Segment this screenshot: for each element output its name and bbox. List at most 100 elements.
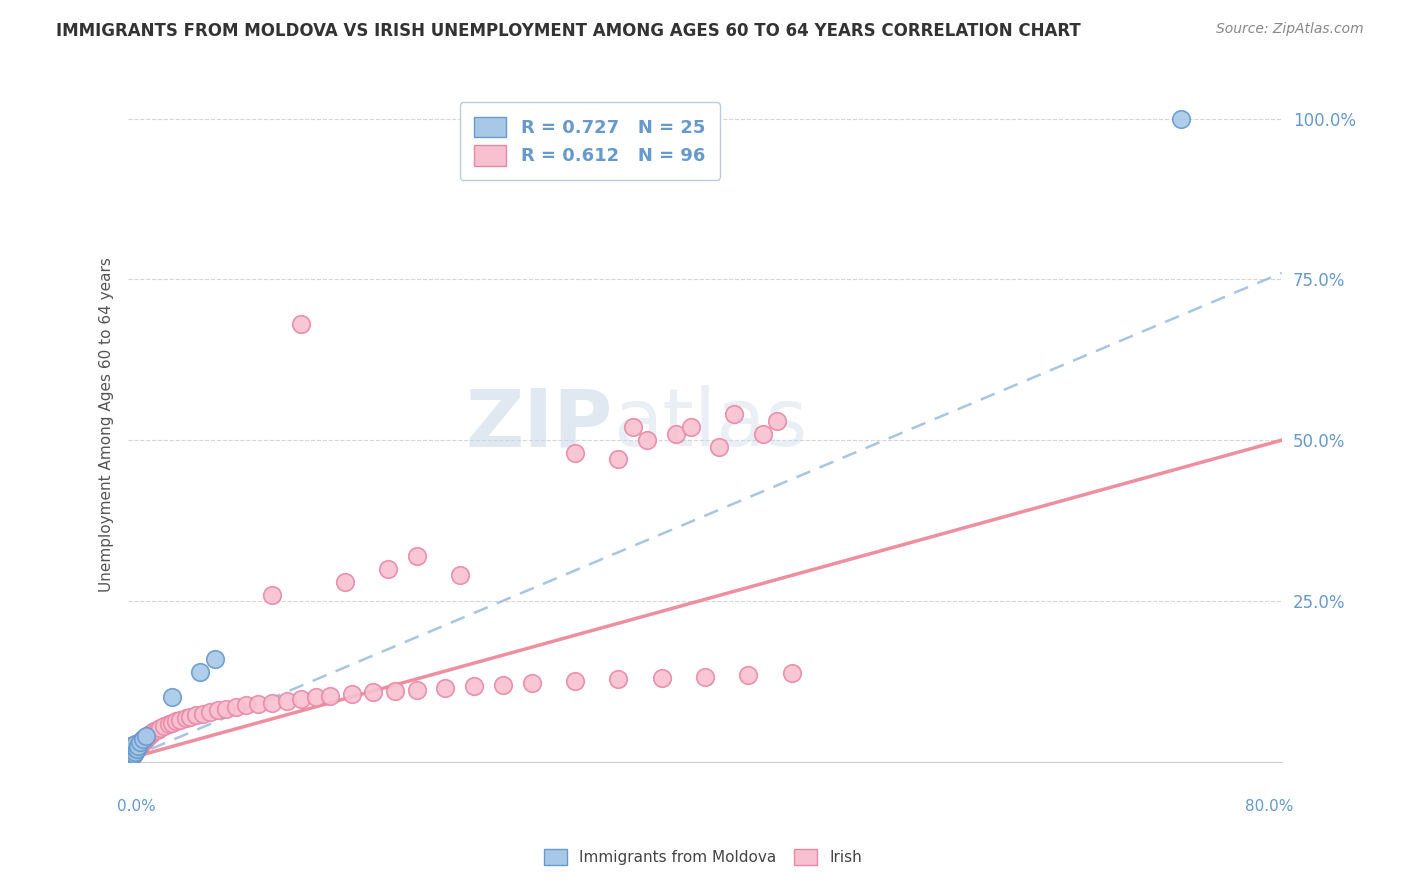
Point <box>118 739 141 753</box>
Point <box>124 743 146 757</box>
Point <box>122 739 145 753</box>
Point <box>160 690 183 705</box>
Point <box>120 743 142 757</box>
Point <box>693 670 716 684</box>
Point <box>118 747 141 761</box>
Point <box>124 739 146 753</box>
Point <box>125 742 148 756</box>
Point <box>737 668 759 682</box>
Point <box>184 707 207 722</box>
Point <box>636 433 658 447</box>
Point <box>118 748 141 763</box>
Point <box>262 588 284 602</box>
Point <box>122 740 145 755</box>
Point <box>766 414 789 428</box>
Y-axis label: Unemployment Among Ages 60 to 64 years: Unemployment Among Ages 60 to 64 years <box>100 257 114 591</box>
Text: ZIP: ZIP <box>465 385 613 463</box>
Point <box>723 408 745 422</box>
Point <box>157 717 180 731</box>
Text: 80.0%: 80.0% <box>1244 799 1294 814</box>
Point <box>679 420 702 434</box>
Point <box>118 749 141 764</box>
Point <box>247 697 270 711</box>
Point <box>120 747 142 761</box>
Point <box>125 742 148 756</box>
Point <box>751 426 773 441</box>
Point <box>340 687 363 701</box>
Point <box>118 742 141 756</box>
Point <box>204 652 226 666</box>
Point <box>135 729 157 743</box>
Point <box>179 710 201 724</box>
Point <box>405 549 427 563</box>
Point <box>141 726 163 740</box>
Point <box>146 723 169 737</box>
Text: atlas: atlas <box>613 385 807 463</box>
Point <box>492 677 515 691</box>
Point <box>665 426 688 441</box>
Point <box>319 689 342 703</box>
Point <box>276 694 298 708</box>
Point <box>305 690 328 705</box>
Point <box>780 665 803 680</box>
Point <box>377 562 399 576</box>
Point <box>564 446 586 460</box>
Point <box>127 739 149 753</box>
Point <box>215 702 238 716</box>
Point <box>120 749 142 764</box>
Point <box>1170 112 1192 126</box>
Point <box>118 745 141 759</box>
Point <box>520 676 543 690</box>
Point <box>138 729 160 743</box>
Point <box>121 748 143 763</box>
Point <box>121 747 143 761</box>
Point <box>128 735 150 749</box>
Point <box>118 751 141 765</box>
Point <box>449 568 471 582</box>
Point <box>131 732 153 747</box>
Point <box>153 719 176 733</box>
Point <box>135 732 157 747</box>
Point <box>143 723 166 738</box>
Point <box>128 739 150 753</box>
Point <box>120 739 142 753</box>
Point <box>121 742 143 756</box>
Point <box>200 705 222 719</box>
Point <box>128 735 150 749</box>
Point <box>262 696 284 710</box>
Point <box>121 742 143 756</box>
Point <box>124 745 146 759</box>
Point <box>129 737 152 751</box>
Point <box>607 673 630 687</box>
Text: IMMIGRANTS FROM MOLDOVA VS IRISH UNEMPLOYMENT AMONG AGES 60 TO 64 YEARS CORRELAT: IMMIGRANTS FROM MOLDOVA VS IRISH UNEMPLO… <box>56 22 1081 40</box>
Point <box>127 737 149 751</box>
Point <box>165 714 187 729</box>
Point <box>434 681 457 695</box>
Point <box>709 440 731 454</box>
Point <box>121 743 143 757</box>
Point <box>225 700 247 714</box>
Point <box>118 740 141 755</box>
Point <box>122 743 145 757</box>
Point <box>384 684 406 698</box>
Point <box>120 740 142 755</box>
Point <box>120 747 142 761</box>
Point <box>463 679 485 693</box>
Point <box>160 716 183 731</box>
Point <box>333 574 356 589</box>
Point <box>120 740 142 755</box>
Point <box>651 671 673 685</box>
Point <box>124 737 146 751</box>
Point <box>120 748 142 763</box>
Point <box>174 711 197 725</box>
Point <box>120 743 142 757</box>
Point <box>122 747 145 761</box>
Legend: R = 0.727   N = 25, R = 0.612   N = 96: R = 0.727 N = 25, R = 0.612 N = 96 <box>460 103 720 180</box>
Legend: Immigrants from Moldova, Irish: Immigrants from Moldova, Irish <box>537 843 869 871</box>
Point <box>118 745 141 759</box>
Point <box>149 722 172 736</box>
Point <box>122 745 145 759</box>
Point <box>121 745 143 759</box>
Point <box>235 698 257 713</box>
Point <box>169 713 191 727</box>
